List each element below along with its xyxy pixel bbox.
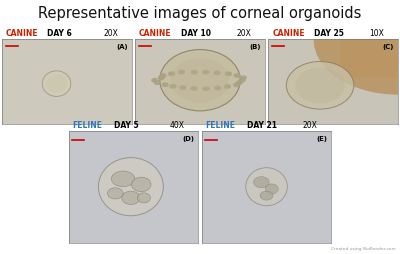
Text: DAY 25: DAY 25 — [314, 29, 344, 38]
Text: 10X: 10X — [370, 29, 384, 38]
Text: 20X: 20X — [103, 29, 118, 38]
Circle shape — [202, 70, 210, 74]
Ellipse shape — [160, 50, 240, 111]
Ellipse shape — [42, 71, 71, 96]
Ellipse shape — [137, 193, 150, 203]
Circle shape — [178, 70, 185, 74]
Text: (B): (B) — [250, 44, 261, 50]
Ellipse shape — [265, 184, 278, 194]
Text: 40X: 40X — [170, 121, 185, 130]
Ellipse shape — [171, 58, 229, 102]
Text: CANINE: CANINE — [139, 29, 172, 38]
Ellipse shape — [122, 191, 140, 204]
Circle shape — [234, 73, 241, 78]
Bar — [340, 39, 398, 78]
Ellipse shape — [246, 168, 287, 206]
Ellipse shape — [254, 177, 269, 188]
Circle shape — [162, 82, 169, 87]
Text: FELINE: FELINE — [72, 121, 102, 130]
Circle shape — [151, 78, 158, 83]
Text: DAY 6: DAY 6 — [48, 29, 72, 38]
Ellipse shape — [132, 177, 151, 192]
Circle shape — [236, 80, 243, 85]
Circle shape — [190, 70, 198, 75]
Ellipse shape — [98, 158, 163, 216]
Text: (D): (D) — [182, 136, 194, 142]
Text: DAY 21: DAY 21 — [247, 121, 277, 130]
Circle shape — [233, 83, 240, 87]
Circle shape — [158, 76, 165, 80]
Circle shape — [238, 78, 246, 83]
Ellipse shape — [108, 188, 123, 199]
Ellipse shape — [286, 61, 354, 109]
Text: (A): (A) — [116, 44, 128, 50]
Text: 20X: 20X — [236, 29, 251, 38]
Text: Created using BioRender.com: Created using BioRender.com — [331, 247, 396, 251]
Circle shape — [190, 86, 198, 91]
Circle shape — [168, 71, 175, 76]
Circle shape — [225, 71, 232, 76]
Text: DAY 5: DAY 5 — [114, 121, 139, 130]
Text: CANINE: CANINE — [272, 29, 305, 38]
Circle shape — [214, 86, 221, 90]
Circle shape — [160, 73, 167, 78]
Circle shape — [154, 80, 161, 85]
Text: Representative images of corneal organoids: Representative images of corneal organoi… — [38, 6, 362, 21]
Circle shape — [169, 84, 177, 89]
Text: 20X: 20X — [303, 121, 318, 130]
Circle shape — [214, 70, 221, 75]
Text: FELINE: FELINE — [206, 121, 236, 130]
Text: DAY 10: DAY 10 — [180, 29, 210, 38]
Circle shape — [240, 75, 247, 80]
Ellipse shape — [260, 191, 273, 200]
Text: (C): (C) — [383, 44, 394, 50]
Text: CANINE: CANINE — [6, 29, 39, 38]
Wedge shape — [314, 39, 398, 95]
Circle shape — [202, 86, 210, 91]
Ellipse shape — [46, 74, 67, 93]
Ellipse shape — [111, 171, 135, 187]
Circle shape — [224, 84, 231, 89]
Text: (E): (E) — [316, 136, 328, 142]
Ellipse shape — [296, 68, 345, 103]
Circle shape — [179, 85, 186, 90]
